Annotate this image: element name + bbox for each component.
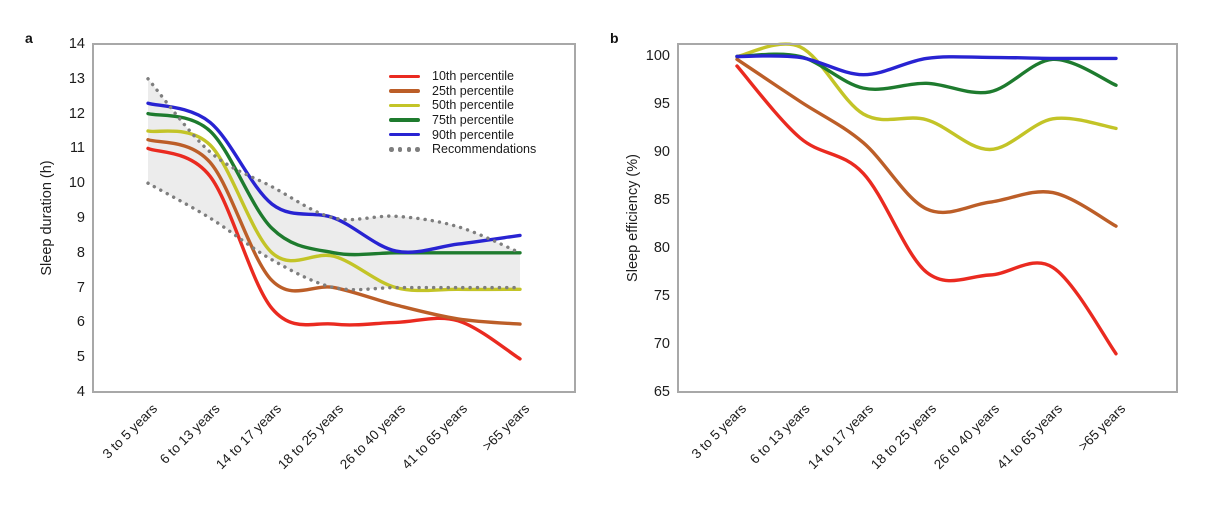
y-tick-label-a: 13: [68, 70, 85, 87]
plot-frame-b: [677, 43, 1178, 393]
legend-entry: 10th percentile: [389, 69, 536, 84]
y-tick-label-a: 10: [68, 175, 85, 192]
legend-label: Recommendations: [432, 142, 537, 157]
y-tick-label-b: 100: [645, 48, 670, 65]
y-axis-title-sleep-efficiency: Sleep efficiency (%): [625, 154, 641, 282]
plot-area-b: [678, 44, 1177, 392]
series-line-50th-percentile-a: [146, 129, 522, 293]
legend-label: 25th percentile: [432, 83, 515, 98]
legend-line-swatch: [389, 118, 420, 122]
series-line-25th-percentile-b: [735, 57, 1118, 228]
y-tick-label-b: 85: [653, 192, 670, 209]
legend-line-swatch: [389, 89, 420, 93]
y-tick-label-a: 9: [76, 210, 85, 226]
y-tick-label-b: 65: [653, 384, 670, 400]
series-line-90th-percentile-b: [735, 54, 1118, 77]
legend-label: 75th percentile: [432, 113, 515, 128]
y-tick-label-a: 11: [69, 140, 85, 157]
recommendation-band: [0, 78, 520, 290]
legend-label: 10th percentile: [432, 69, 515, 84]
recommendations-dots-icon: [389, 146, 420, 152]
legend-line-swatch: [389, 103, 420, 108]
y-tick-label-b: 95: [653, 96, 670, 113]
legend-entry: 25th percentile: [389, 84, 536, 99]
y-tick-label-b: 90: [653, 144, 670, 161]
legend-entry: 90th percentile: [389, 127, 536, 142]
series-line-50th-percentile-b: [735, 42, 1118, 152]
legend-entry: Recommendations: [389, 142, 536, 157]
panel-a-letter: a: [25, 30, 33, 46]
plot-frame-a: [92, 43, 576, 393]
series-line-10th-percentile-b: [735, 64, 1118, 356]
y-tick-label-a: 6: [76, 314, 85, 331]
recommendation-dotted-lower: [146, 181, 522, 292]
series-line-75th-percentile-a: [146, 111, 522, 257]
y-tick-label-b: 75: [653, 288, 670, 305]
panel-b-letter: b: [610, 30, 619, 46]
y-tick-label-a: 7: [76, 279, 85, 296]
recommendation-dotted-upper: [146, 77, 522, 255]
y-tick-label-a: 4: [76, 384, 85, 400]
legend-entry: 50th percentile: [389, 98, 536, 113]
series-line-10th-percentile-a: [146, 146, 522, 361]
legend-label: 90th percentile: [432, 127, 515, 142]
y-tick-label-a: 5: [76, 349, 85, 366]
legend-entry: 75th percentile: [389, 113, 536, 128]
y-tick-label-b: 70: [653, 336, 670, 353]
legend-line-swatch: [389, 74, 420, 79]
y-tick-label-b: 80: [653, 240, 670, 257]
legend: 10th percentile 25th percentile 50th perce…: [389, 69, 536, 157]
y-tick-label-a: 14: [68, 36, 85, 52]
legend-line-swatch: [389, 132, 420, 137]
y-tick-label-a: 8: [76, 244, 85, 261]
legend-label: 50th percentile: [432, 98, 515, 113]
y-tick-label-a: 12: [68, 105, 85, 122]
series-line-25th-percentile-a: [146, 138, 522, 326]
